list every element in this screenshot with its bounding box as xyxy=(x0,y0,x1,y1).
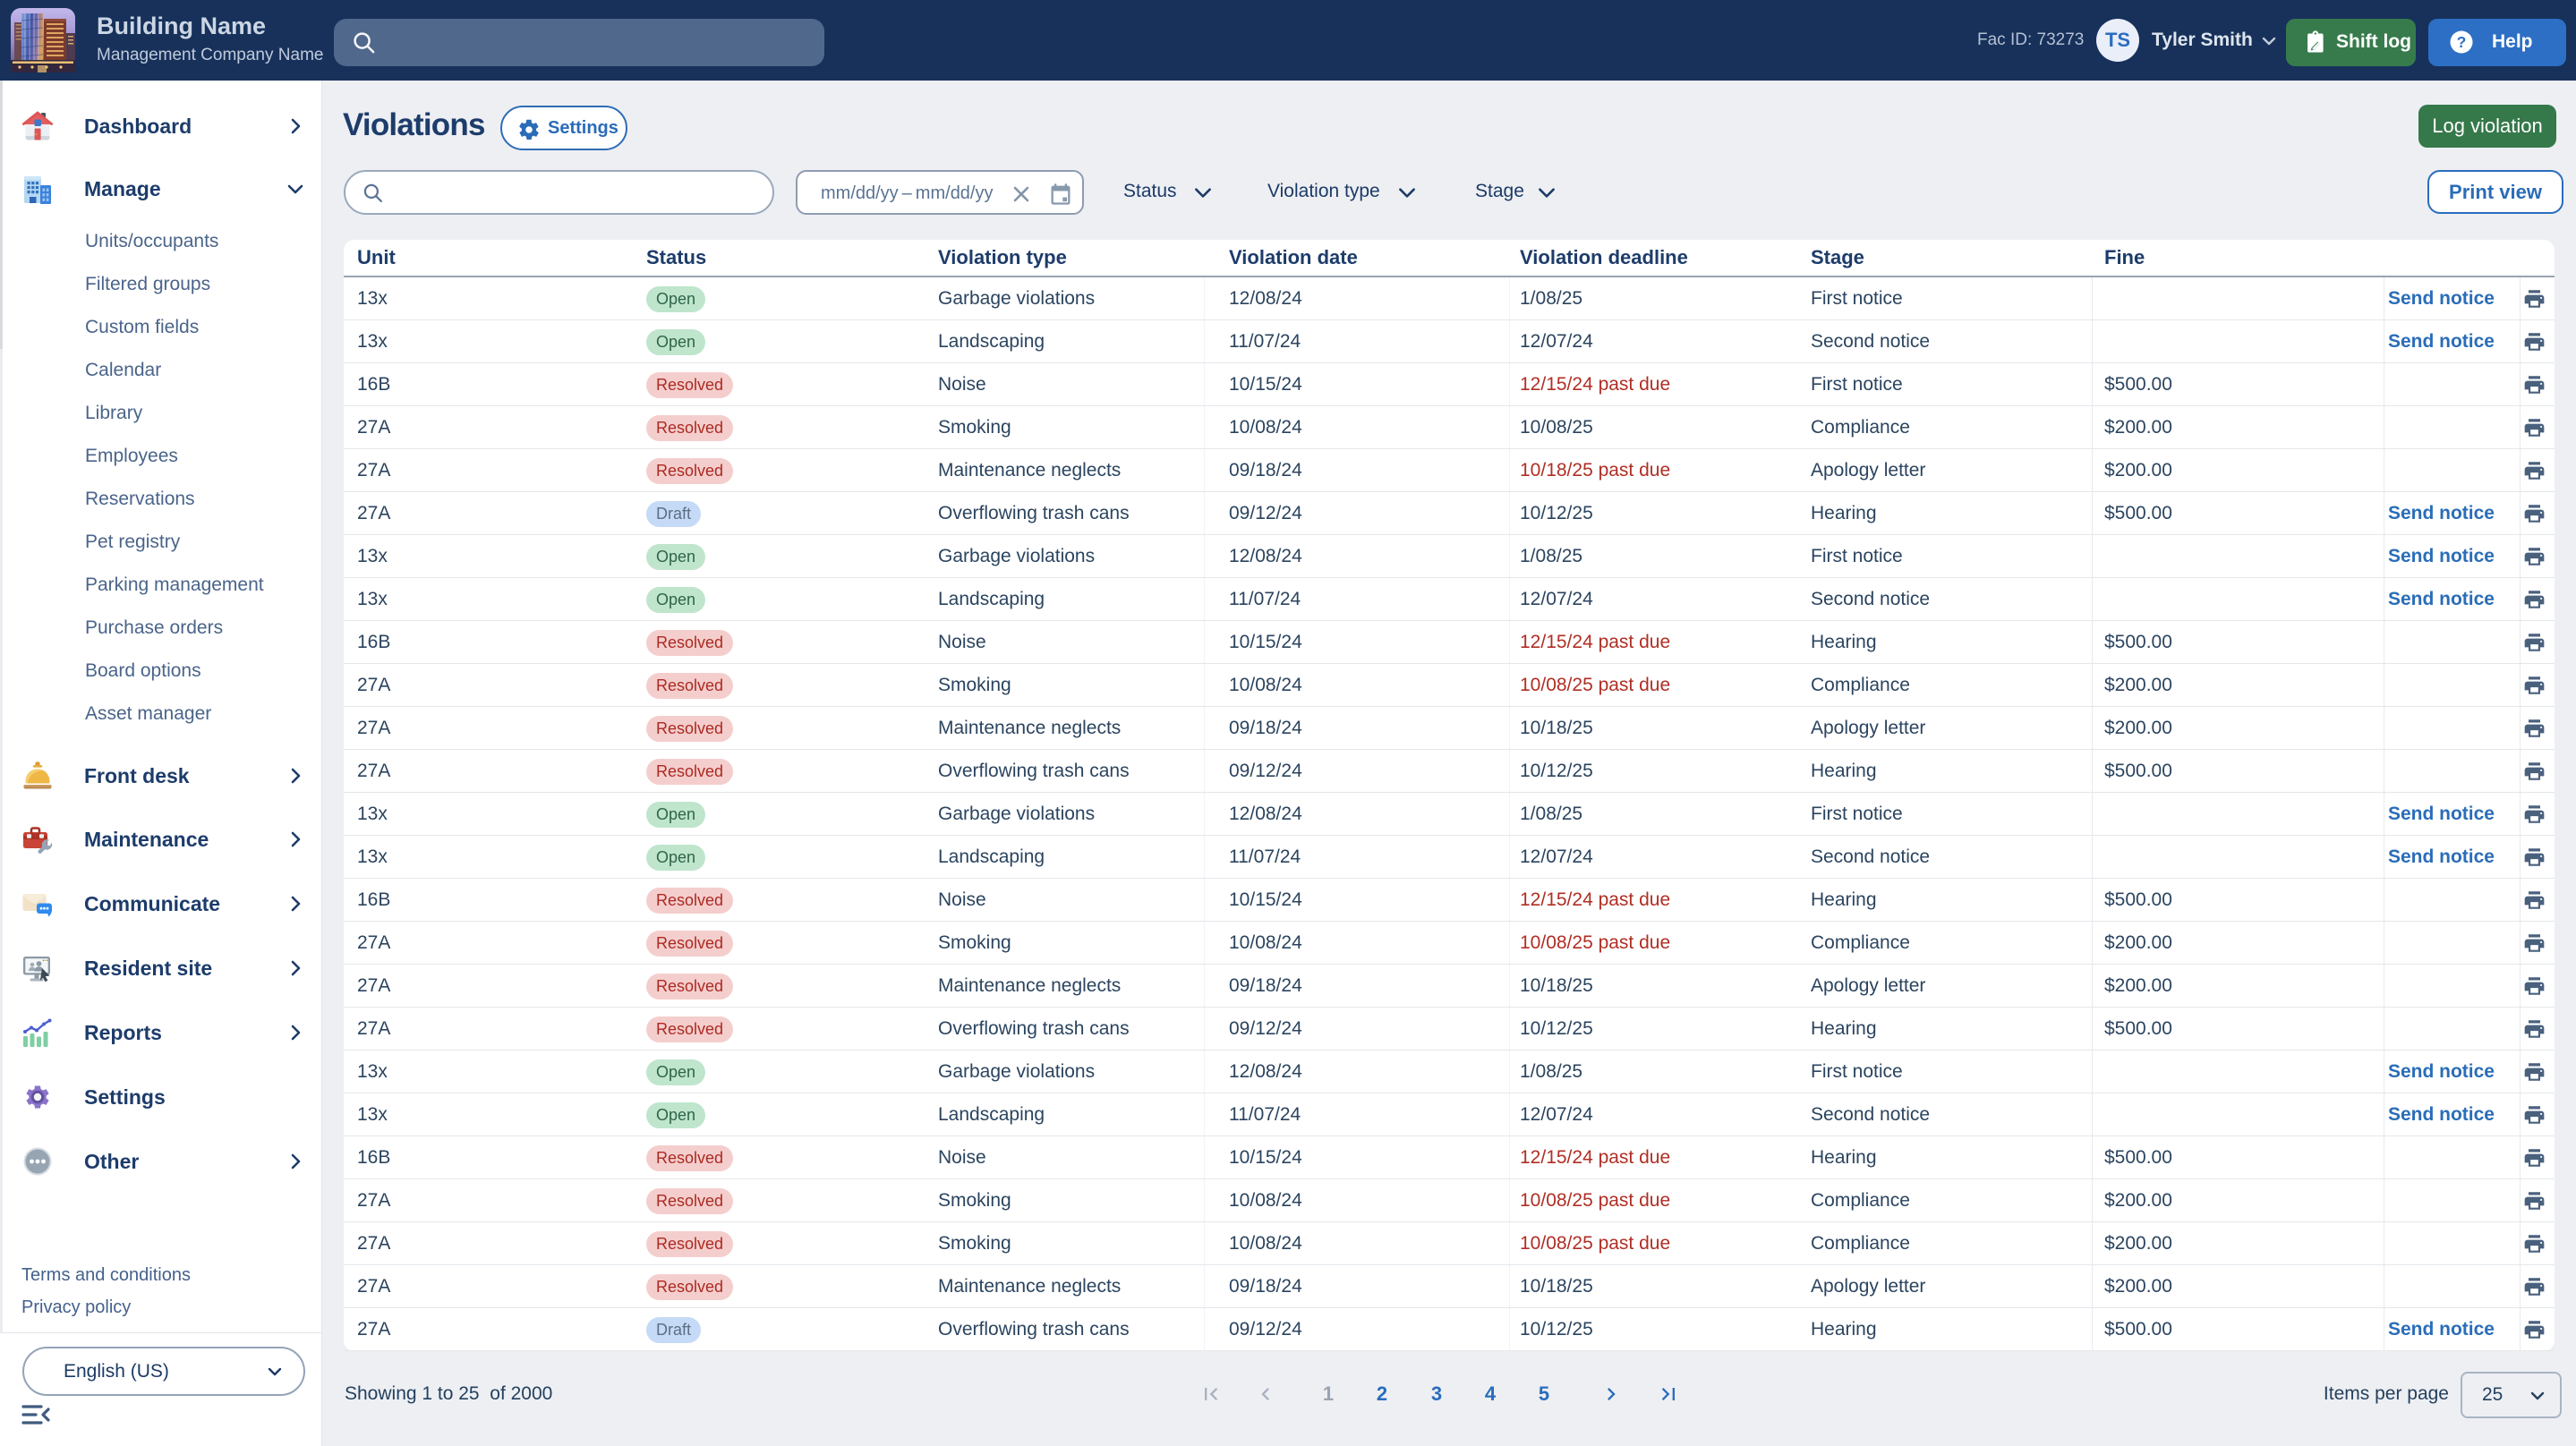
svg-text:?: ? xyxy=(2457,33,2467,51)
